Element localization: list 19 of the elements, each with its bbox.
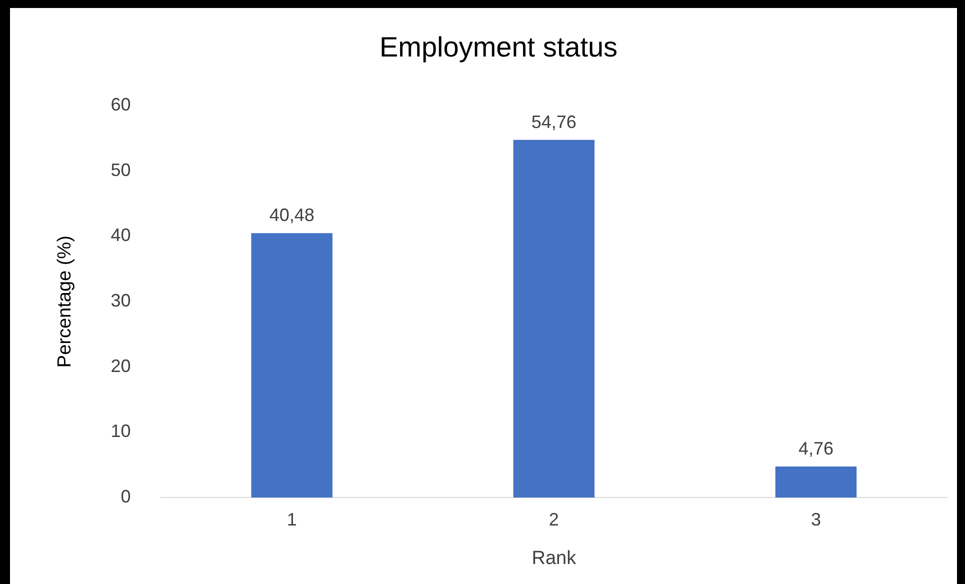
x-tick-label: 1 — [286, 509, 297, 530]
x-tick-label: 3 — [810, 509, 821, 530]
y-tick-label: 50 — [110, 160, 131, 180]
bar — [513, 140, 595, 498]
x-axis-title: Rank — [532, 548, 577, 569]
y-tick-label: 30 — [110, 290, 131, 311]
chart-title: Employment status — [379, 32, 618, 63]
y-tick-label: 20 — [110, 356, 131, 376]
y-tick-label: 40 — [110, 225, 131, 246]
data-label: 40,48 — [269, 205, 314, 226]
bar — [251, 233, 332, 498]
bar — [775, 466, 857, 498]
y-tick-label: 60 — [110, 94, 131, 115]
data-label: 54,76 — [531, 112, 576, 132]
y-axis-title: Percentage (%) — [54, 236, 76, 368]
x-tick-label: 2 — [548, 509, 559, 530]
y-tick-label: 0 — [120, 486, 131, 507]
data-label: 4,76 — [798, 438, 834, 458]
y-tick-label: 10 — [110, 421, 131, 442]
